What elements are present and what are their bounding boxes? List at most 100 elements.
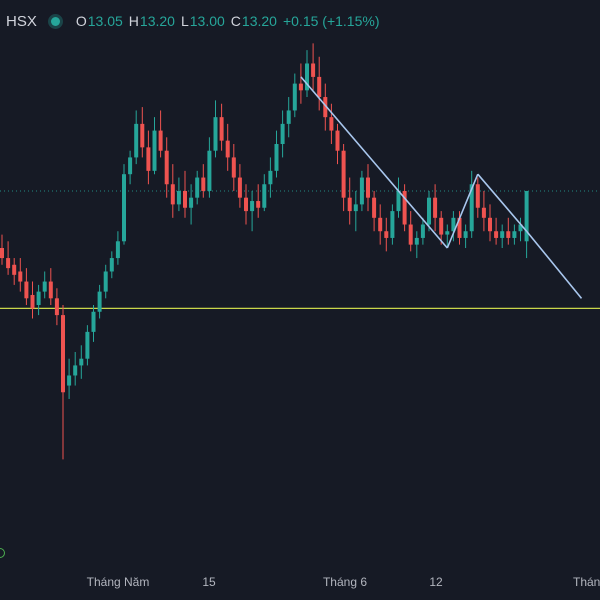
candle-body	[103, 271, 108, 292]
candle-body	[500, 231, 505, 238]
candle-body	[347, 197, 352, 212]
candle-body	[305, 63, 309, 91]
candle-body	[518, 224, 523, 232]
candle-body	[158, 130, 163, 151]
candle-body	[36, 291, 41, 306]
candle-body	[396, 190, 401, 212]
candle-body	[24, 281, 29, 299]
candle-body	[524, 190, 529, 242]
candle-body	[292, 83, 297, 111]
candle-body	[286, 110, 291, 124]
candle-body	[494, 231, 499, 238]
x-tick-label: 12	[429, 575, 443, 589]
candle-body	[359, 177, 364, 205]
candle-body	[176, 190, 181, 205]
x-tick-label: Tháng 6	[322, 575, 368, 589]
candle-body	[6, 258, 11, 269]
candle-body	[323, 97, 328, 118]
candle-body	[353, 204, 358, 212]
candle-body	[390, 211, 395, 238]
high-value: 13.20	[139, 13, 175, 29]
candle-body	[384, 231, 389, 238]
candle-body	[225, 140, 230, 158]
trendline	[525, 230, 583, 299]
candle-body	[463, 231, 468, 238]
candle-body	[73, 365, 78, 376]
candle-body	[457, 217, 462, 238]
candle-body	[128, 157, 133, 175]
candle-body	[402, 190, 407, 225]
candle-body	[67, 375, 72, 386]
candle-body	[183, 190, 187, 208]
candle-body	[451, 217, 456, 232]
candle-body	[122, 174, 126, 242]
low-value: 13.00	[189, 13, 225, 29]
trendline	[446, 173, 479, 249]
candle-body	[445, 231, 450, 235]
candle-body	[42, 281, 47, 292]
x-tick-label: Tháng	[572, 575, 600, 589]
candle-body	[475, 184, 480, 208]
candle-body	[195, 177, 200, 198]
candle-body	[164, 150, 169, 185]
candle-body	[512, 231, 517, 238]
candle-body	[366, 177, 370, 198]
candle-body	[115, 241, 120, 259]
trendline	[477, 173, 528, 232]
candle-body	[250, 201, 255, 212]
candle-body	[335, 130, 340, 151]
symbol-name[interactable]: HSX	[6, 12, 37, 30]
candle-body	[61, 315, 65, 393]
candle-body	[378, 217, 383, 232]
candle-body	[237, 177, 242, 198]
candle-body	[469, 184, 474, 232]
candle-body	[372, 197, 377, 218]
candle-body	[201, 177, 206, 191]
candle-body	[317, 76, 322, 98]
candle-body	[433, 197, 438, 218]
candle-body	[97, 291, 102, 312]
low-key: L	[180, 13, 189, 29]
symbol-legend: HSX O 13.05 H 13.20 L 13.00 C 13.20 +0.1…	[6, 11, 379, 31]
candle-body	[189, 197, 194, 208]
candle-body	[207, 150, 212, 191]
candle-body	[170, 184, 175, 205]
candle-body	[427, 197, 431, 225]
candle-body	[91, 311, 96, 332]
candle-body	[152, 130, 157, 171]
candle-body	[481, 207, 486, 218]
candle-body	[414, 237, 419, 245]
candle-body	[146, 147, 151, 171]
open-key: O	[75, 13, 87, 29]
change-value: +0.15 (+1.15%)	[282, 13, 380, 29]
candle-body	[244, 197, 248, 212]
candle-body	[274, 144, 279, 171]
candle-body	[219, 117, 224, 141]
x-tick-label: Tháng Năm	[86, 575, 150, 589]
candle-body	[140, 123, 145, 148]
trendline	[300, 76, 448, 249]
candle-body	[488, 217, 492, 232]
candle-body	[311, 63, 316, 77]
open-value: 13.05	[87, 13, 123, 29]
close-key: C	[230, 13, 241, 29]
candle-body	[30, 294, 35, 309]
candle-body	[506, 231, 511, 238]
candle-body	[134, 123, 139, 158]
candle-body	[109, 258, 114, 272]
candle-body	[213, 117, 218, 151]
candle-body	[329, 117, 334, 131]
candle-body	[54, 298, 59, 316]
candle-body	[298, 83, 303, 91]
candle-body	[18, 271, 23, 282]
candle-body	[280, 123, 285, 144]
candle-body	[408, 224, 413, 245]
candle-body	[79, 358, 84, 366]
candle-body	[48, 281, 53, 299]
candle-body	[268, 170, 273, 185]
market-status-dot-icon	[50, 16, 60, 26]
candle-body	[420, 224, 425, 238]
candle-body	[256, 201, 261, 208]
candle-body	[341, 150, 346, 198]
